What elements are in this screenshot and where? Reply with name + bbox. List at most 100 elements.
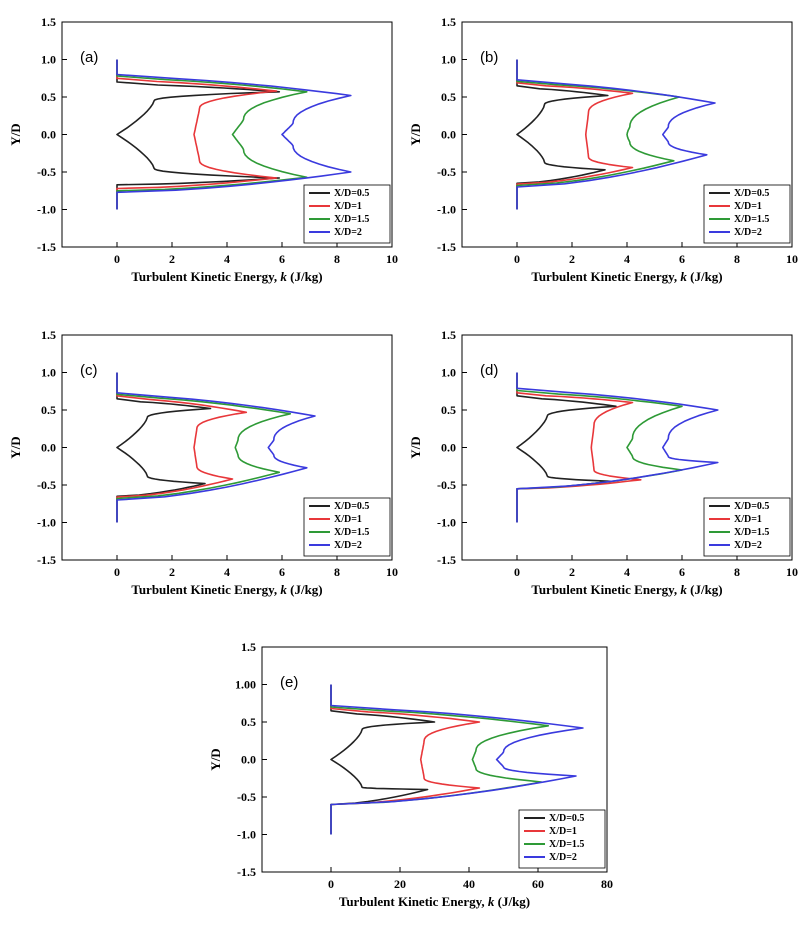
series-line-2: [116, 372, 316, 523]
y-tick-label: 0.5: [41, 403, 56, 417]
legend-box: [703, 184, 791, 244]
legend: X/D=0.5 X/D=1 X/D=1.5 X/D=2: [518, 809, 606, 869]
y-tick-label: 1.0: [441, 366, 456, 380]
x-tick-label: 40: [463, 877, 475, 891]
y-tick-label: -1.5: [437, 553, 456, 567]
series-line-1: [330, 684, 481, 835]
x-tick-label: 4: [624, 252, 630, 266]
x-tick-label: 0: [114, 252, 120, 266]
x-tick-label: 10: [786, 565, 798, 579]
x-tick-label: 2: [169, 565, 175, 579]
series-line-1: [516, 372, 642, 523]
x-tick-label: 4: [224, 252, 230, 266]
legend: X/D=0.5 X/D=1 X/D=1.5 X/D=2: [303, 184, 391, 244]
y-tick-label: 1.00: [235, 678, 256, 692]
series-group: [330, 684, 584, 835]
panel-label: (c): [80, 362, 98, 379]
series-line-1-5: [116, 59, 308, 210]
legend: X/D=0.5 X/D=1 X/D=1.5 X/D=2: [303, 497, 391, 557]
y-axis-label: Y/D: [8, 123, 23, 145]
x-tick-label: 4: [624, 565, 630, 579]
y-tick-label: -1.5: [37, 553, 56, 567]
series-group: [516, 59, 716, 210]
y-tick-label: 1.0: [41, 366, 56, 380]
y-tick-label: -1.0: [37, 203, 56, 217]
y-tick-label: -0.5: [437, 165, 456, 179]
legend-entry: X/D=0.5: [549, 813, 584, 824]
series-group: [116, 372, 316, 523]
y-tick-label: 0.0: [41, 128, 56, 142]
legend: X/D=0.5 X/D=1 X/D=1.5 X/D=2: [703, 184, 791, 244]
y-tick-label: 0.0: [41, 441, 56, 455]
series-line-1: [116, 372, 248, 523]
x-axis-label: Turbulent Kinetic Energy, k (J/kg): [531, 582, 722, 597]
y-axis-label: Y/D: [408, 436, 423, 458]
y-axis-label: Y/D: [408, 123, 423, 145]
x-axis-label: Turbulent Kinetic Energy, k (J/kg): [339, 894, 530, 909]
series-line-2: [330, 684, 584, 835]
x-tick-label: 8: [334, 252, 340, 266]
series-line-1: [116, 59, 278, 210]
y-tick-label: 0.5: [441, 90, 456, 104]
series-line-0-5: [330, 684, 436, 835]
x-tick-label: 60: [532, 877, 544, 891]
panel-label: (a): [80, 49, 98, 66]
series-line-2: [516, 372, 719, 523]
y-tick-label: 1.0: [41, 53, 56, 67]
x-tick-label: 8: [334, 565, 340, 579]
legend-entry: X/D=2: [334, 227, 362, 238]
series-line-0-5: [116, 372, 212, 523]
x-tick-label: 4: [224, 565, 230, 579]
y-tick-label: -1.0: [37, 516, 56, 530]
x-tick-label: 10: [786, 252, 798, 266]
legend-entry: X/D=1.5: [549, 839, 584, 850]
panel-d: 1.5 1.0 0.5 0.0 -0.5 -1.0 -1.5 0 2 4 6 8 10 Turbulent…: [408, 328, 798, 597]
y-tick-label: -1.5: [237, 865, 256, 879]
y-tick-label: -1.0: [437, 516, 456, 530]
legend-entry: X/D=1.5: [334, 214, 369, 225]
x-tick-label: 80: [601, 877, 613, 891]
panel-c: 1.5 1.0 0.5 0.0 -0.5 -1.0 -1.5 0 2 4 6 8 10 Turbulent…: [8, 328, 398, 597]
series-line-2: [516, 59, 716, 210]
y-tick-label: 1.5: [441, 15, 456, 29]
x-tick-label: 2: [569, 252, 575, 266]
panel-a: 1.5 1.0 0.5 0.0 -0.5 -1.0 -1.5 0 2 4 6 8 10 Turbulent…: [8, 15, 398, 284]
series-line-2: [116, 59, 352, 210]
y-tick-label: -0.5: [37, 478, 56, 492]
legend-box: [703, 497, 791, 557]
x-tick-label: 8: [734, 565, 740, 579]
y-tick-label: 0.0: [241, 753, 256, 767]
y-tick-label: 0.0: [441, 441, 456, 455]
legend-entry: X/D=1: [734, 514, 762, 525]
y-tick-label: 1.0: [441, 53, 456, 67]
legend-entry: X/D=1: [549, 826, 577, 837]
legend-entry: X/D=1: [734, 201, 762, 212]
legend-entry: X/D=2: [734, 540, 762, 551]
x-tick-label: 0: [514, 565, 520, 579]
y-tick-label: 0.0: [441, 128, 456, 142]
y-tick-label: 1.5: [41, 15, 56, 29]
x-axis-label: Turbulent Kinetic Energy, k (J/kg): [531, 269, 722, 284]
series-group: [116, 59, 352, 210]
legend-entry: X/D=0.5: [734, 188, 769, 199]
x-tick-label: 0: [514, 252, 520, 266]
y-tick-label: -0.5: [37, 165, 56, 179]
x-tick-label: 6: [679, 565, 685, 579]
series-group: [516, 372, 719, 523]
y-tick-label: -0.5: [237, 790, 256, 804]
legend-entry: X/D=2: [334, 540, 362, 551]
legend-box: [518, 809, 606, 869]
y-tick-label: 1.5: [241, 640, 256, 654]
x-tick-label: 6: [279, 252, 285, 266]
legend-entry: X/D=0.5: [334, 188, 369, 199]
legend-entry: X/D=1.5: [334, 527, 369, 538]
legend-entry: X/D=0.5: [334, 501, 369, 512]
panel-label: (e): [280, 674, 298, 691]
legend-box: [303, 184, 391, 244]
series-line-1: [516, 59, 634, 210]
panel-label: (d): [480, 362, 498, 379]
legend-entry: X/D=1.5: [734, 527, 769, 538]
y-tick-label: -1.0: [437, 203, 456, 217]
x-axis-label: Turbulent Kinetic Energy, k (J/kg): [131, 582, 322, 597]
